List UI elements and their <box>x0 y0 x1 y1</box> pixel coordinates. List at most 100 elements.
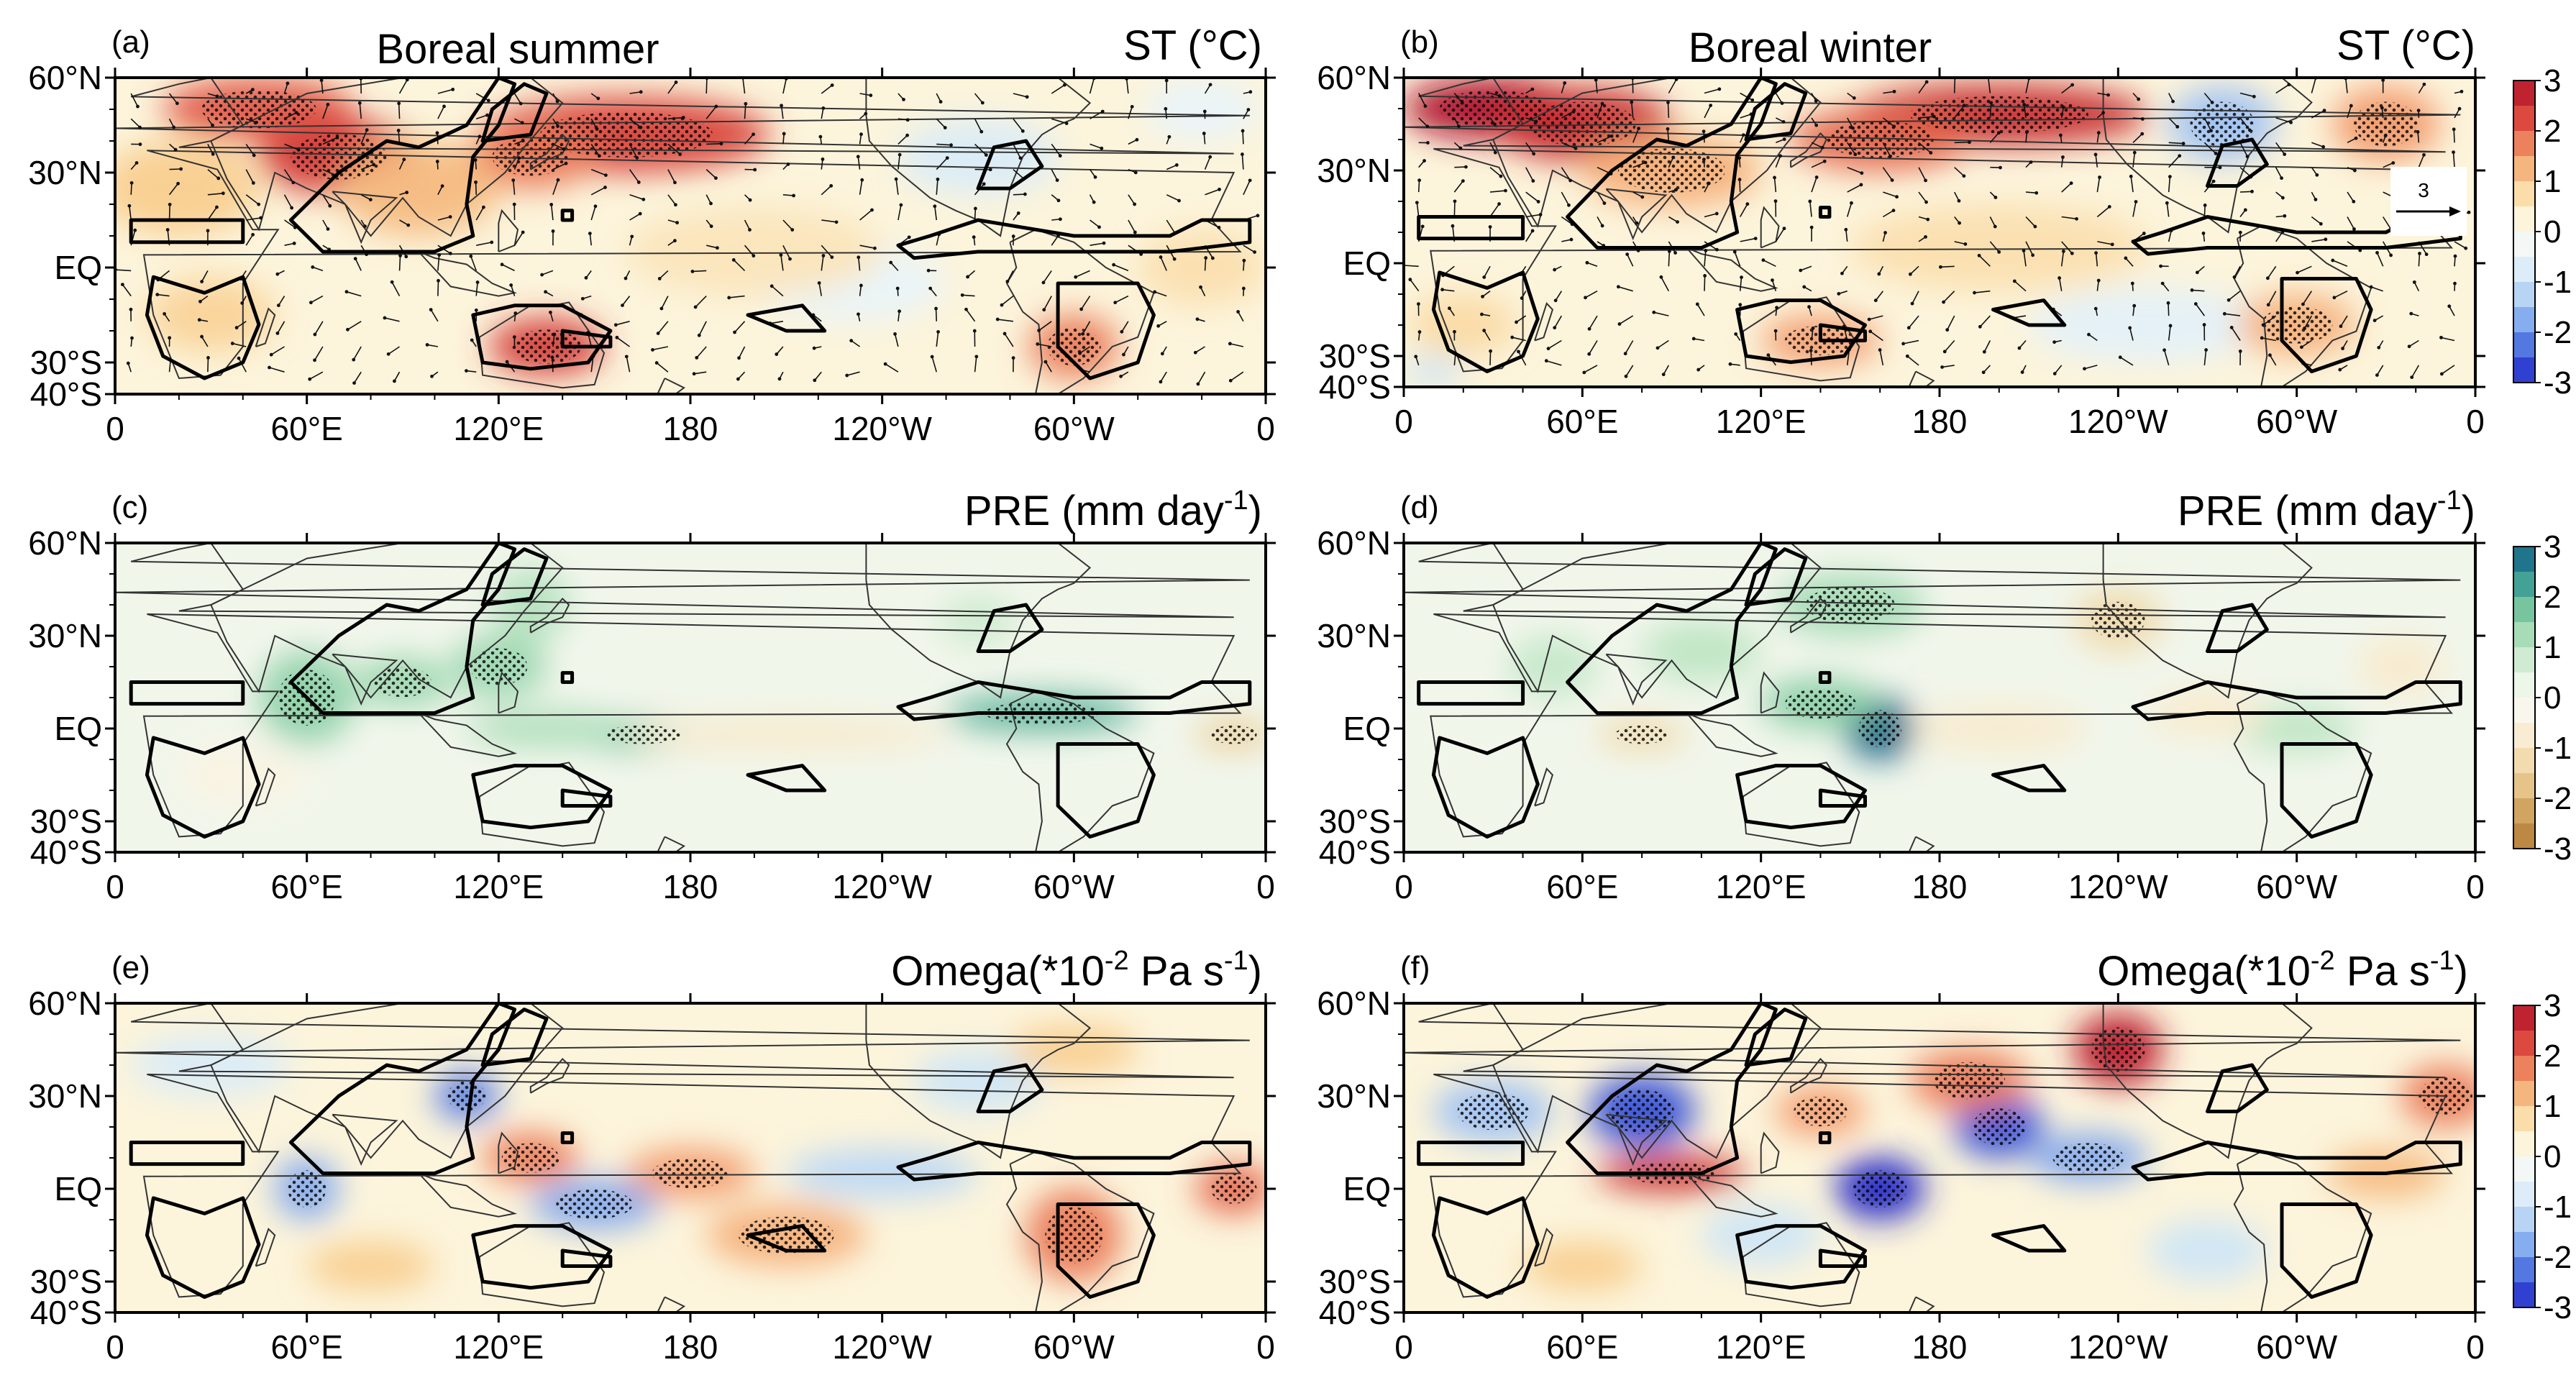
wind-vector-head <box>475 280 480 284</box>
wind-vector-head <box>1737 178 1742 182</box>
wind-vector <box>1879 350 1884 366</box>
coastline-africa <box>1430 147 2454 373</box>
wind-vector-head <box>748 228 752 232</box>
wind-vector-head <box>1417 178 1422 183</box>
wind-vector-head <box>641 197 646 201</box>
panel-c-anomaly-5 <box>466 710 627 747</box>
wind-vector-head <box>276 303 280 308</box>
wind-vector <box>130 93 139 107</box>
wind-vector-head <box>1504 188 1507 193</box>
wind-vector-head <box>1617 322 1622 326</box>
wind-vector <box>782 245 791 260</box>
wind-vector <box>590 143 600 157</box>
wind-vector <box>1903 339 1919 344</box>
wind-vector <box>1090 111 1103 119</box>
panel-f-stipple-1 <box>1609 1089 1674 1134</box>
wind-vector <box>1800 265 1812 271</box>
wind-vector <box>1483 330 1491 341</box>
colorbar-segment <box>2513 357 2535 383</box>
wind-vector-head <box>596 96 600 101</box>
wind-vector-head <box>2034 191 2039 195</box>
wind-vector <box>1906 355 1919 366</box>
wind-vector <box>962 294 975 297</box>
wind-vector-head <box>133 228 137 232</box>
wind-vector-head <box>709 201 713 206</box>
monsoon-outline-north_africa <box>129 680 245 706</box>
wind-vector <box>782 133 785 145</box>
monsoon-outline-south_africa <box>145 736 261 839</box>
panel-a-variable-label: ST (°C) <box>1123 22 1262 69</box>
panel-c-stipple-2 <box>470 648 528 685</box>
wind-vector-head <box>830 83 834 87</box>
wind-vector-head <box>1005 280 1010 283</box>
wind-vector <box>1013 118 1023 132</box>
wind-vector-head <box>2315 173 2319 177</box>
wind-vector <box>1739 204 1748 217</box>
wind-vector-head <box>933 204 937 209</box>
wind-vector <box>1846 203 1853 217</box>
wind-vector <box>1516 315 1527 323</box>
wind-vector-head <box>556 178 560 182</box>
wind-vector-head <box>1246 108 1251 111</box>
panel-e-stipple-4 <box>652 1158 729 1189</box>
wind-vector-head <box>2245 155 2250 159</box>
wind-vector <box>207 168 219 179</box>
wind-vector <box>931 356 937 373</box>
wind-vector-head <box>2093 306 2098 311</box>
wind-vector <box>245 143 255 156</box>
wind-vector <box>1489 167 1502 177</box>
lon-tick-label: 120°W <box>2068 1328 2168 1366</box>
wind-vector-head <box>1078 351 1082 355</box>
wind-vector <box>974 143 987 156</box>
wind-vector-head <box>368 198 373 202</box>
coastline-india <box>1605 653 1668 706</box>
wind-vector-head <box>2024 130 2029 134</box>
lat-tick-label: 30°S <box>30 1263 102 1300</box>
wind-vector <box>1882 209 1894 218</box>
wind-vector-head <box>621 303 624 308</box>
wind-vector <box>1546 360 1562 366</box>
panel-b-stipple-0 <box>1439 90 1547 127</box>
wind-vector <box>1704 105 1712 119</box>
colorbar-segment <box>2513 748 2535 774</box>
wind-vector-head <box>1973 291 1976 295</box>
wind-vector <box>122 284 132 297</box>
wind-vector-head <box>748 198 752 202</box>
wind-vector-head <box>344 290 349 294</box>
wind-vector-head <box>1996 131 2001 135</box>
wind-vector <box>1121 321 1129 332</box>
wind-vector <box>1125 78 1129 94</box>
wind-vector <box>232 342 247 347</box>
panel-a-wind-vectors <box>115 78 1260 386</box>
wind-vector <box>1561 142 1576 150</box>
wind-vector-head <box>1164 106 1168 111</box>
wind-vector-head <box>2140 117 2145 121</box>
wind-vector <box>2163 350 2170 366</box>
wind-vector-head <box>1600 224 1604 228</box>
coastline-sa <box>1005 229 1155 394</box>
wind-vector-head <box>1453 199 1457 204</box>
wind-vector-head <box>1553 298 1558 303</box>
wind-vector <box>621 296 631 306</box>
lat-tick-label: 40°S <box>30 375 102 413</box>
colorbar-tick-label: 3 <box>2544 988 2561 1023</box>
wind-vector-head <box>1574 146 1578 150</box>
wind-vector-head <box>1851 126 1855 130</box>
wind-vector-head <box>2132 303 2137 308</box>
wind-vector-head <box>313 332 317 337</box>
wind-vector <box>2454 241 2467 249</box>
wind-vector <box>2347 191 2355 202</box>
wind-vector-head <box>1714 211 1719 216</box>
wind-vector <box>2239 117 2251 131</box>
wind-vector-head <box>2452 127 2456 132</box>
wind-vector <box>1734 251 1741 267</box>
wind-vector-head <box>425 343 429 347</box>
monsoon-outline-south_america <box>2280 742 2373 839</box>
wind-vector-head <box>275 272 280 276</box>
wind-vector-head <box>1625 252 1630 257</box>
wind-vector <box>398 159 405 170</box>
wind-vector-head <box>240 301 245 305</box>
wind-vector <box>2096 280 2100 291</box>
monsoon-outline-asia_monsoon <box>1566 543 1778 715</box>
wind-vector <box>1454 166 1466 168</box>
